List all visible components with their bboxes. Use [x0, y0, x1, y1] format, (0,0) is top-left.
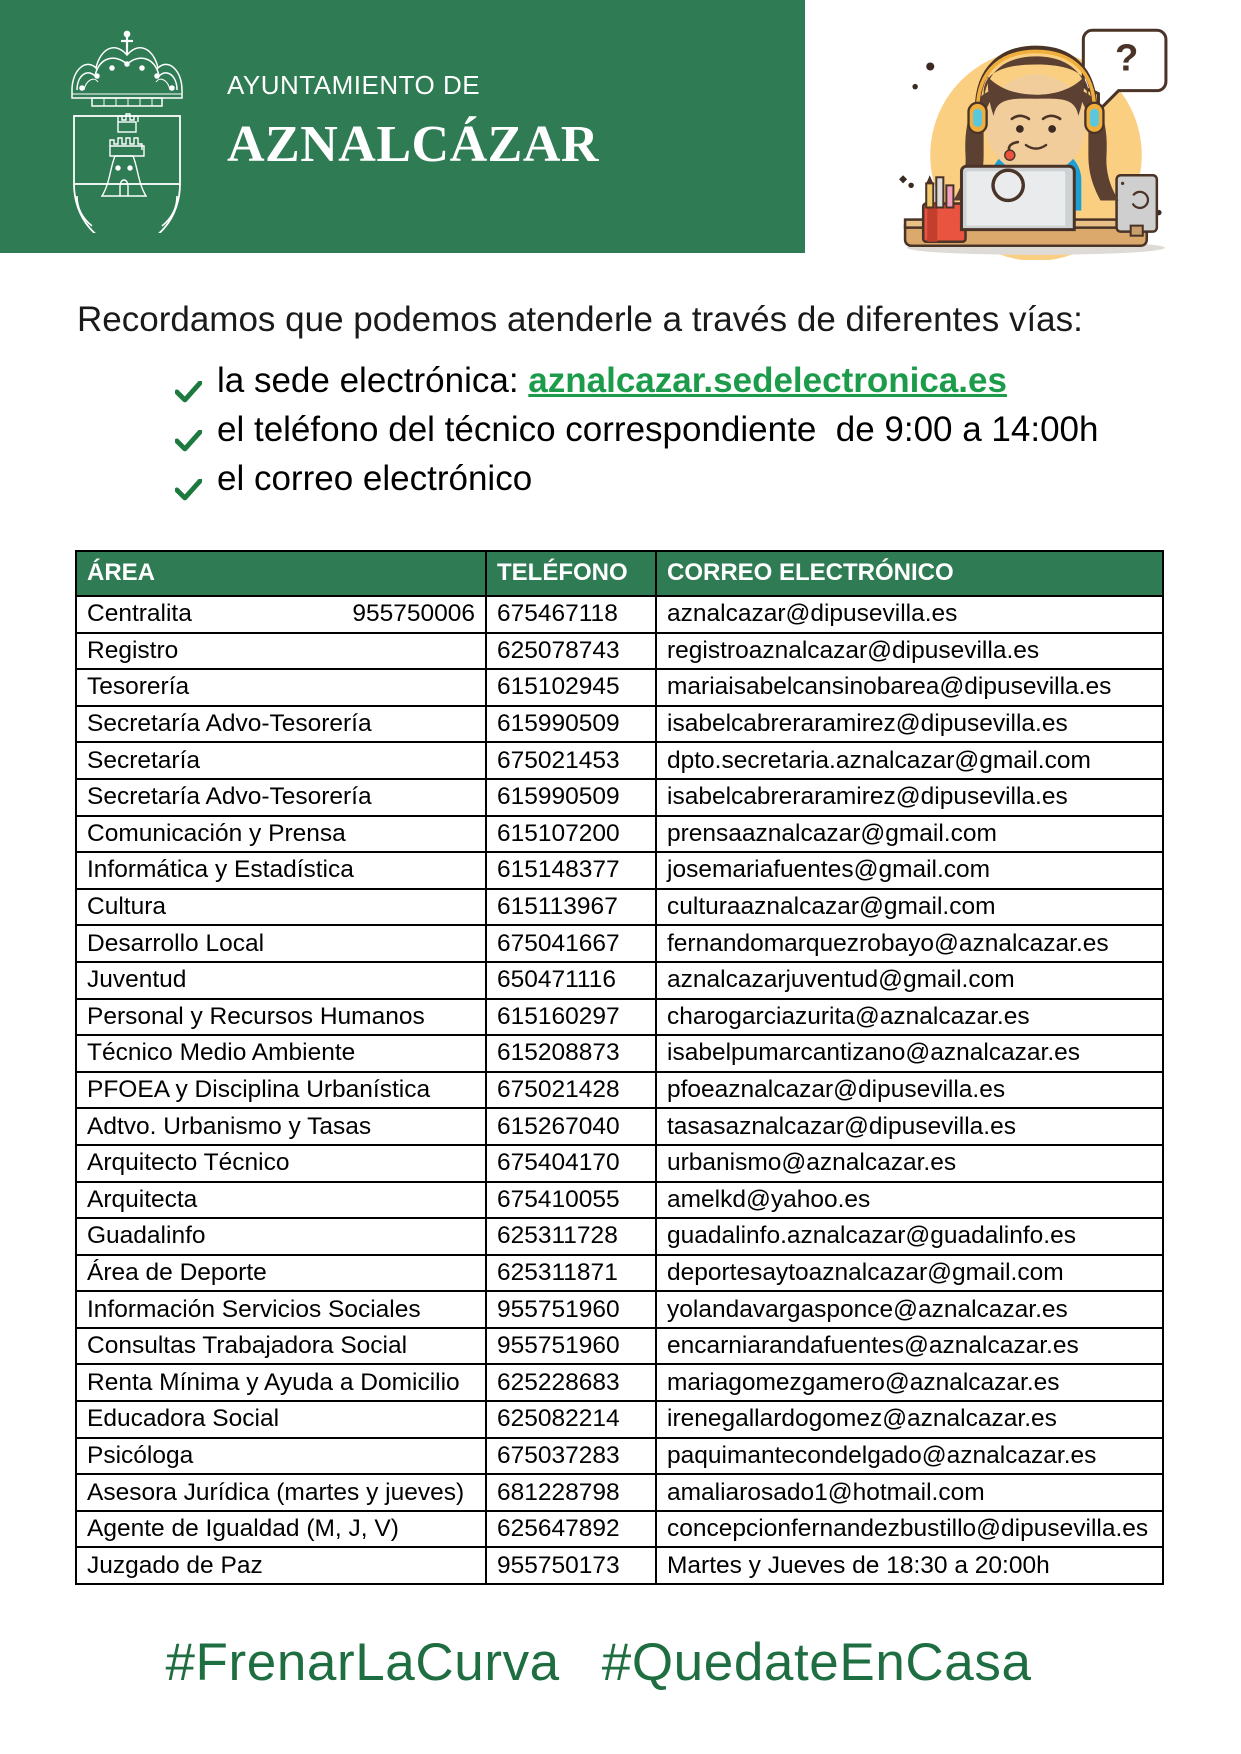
svg-text:?: ?: [1115, 37, 1138, 80]
